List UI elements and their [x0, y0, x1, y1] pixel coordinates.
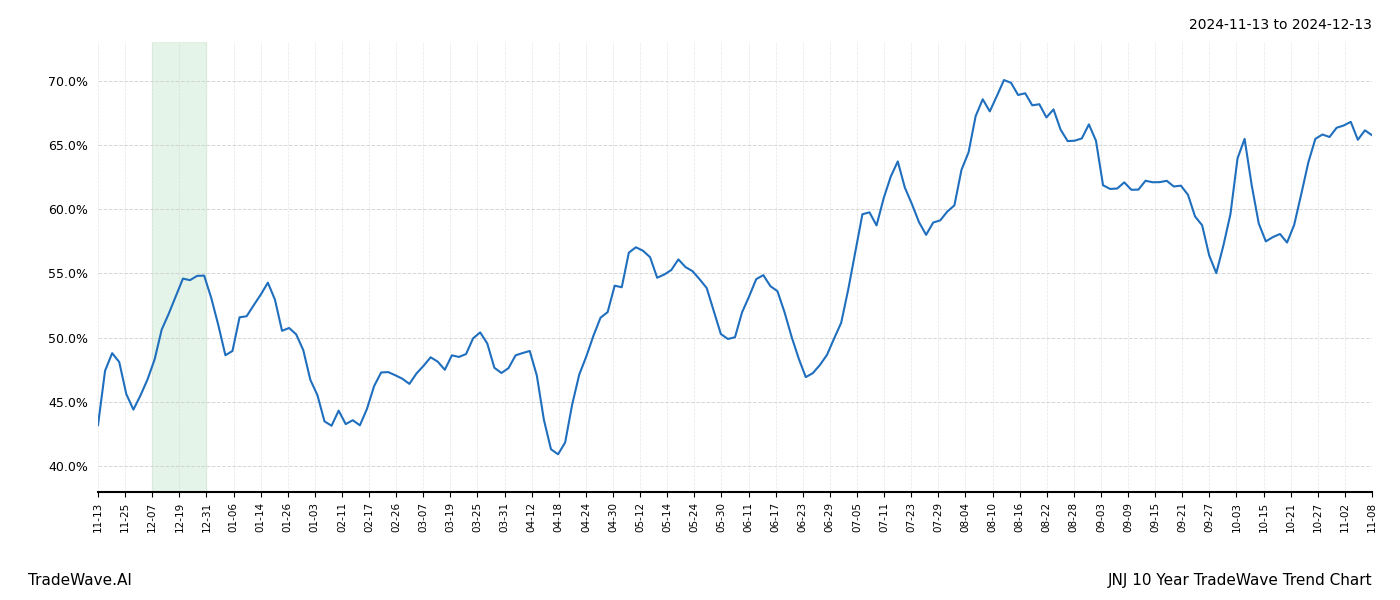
Text: JNJ 10 Year TradeWave Trend Chart: JNJ 10 Year TradeWave Trend Chart [1107, 573, 1372, 588]
Text: TradeWave.AI: TradeWave.AI [28, 573, 132, 588]
Text: 2024-11-13 to 2024-12-13: 2024-11-13 to 2024-12-13 [1189, 18, 1372, 32]
Bar [153, 42, 206, 492]
